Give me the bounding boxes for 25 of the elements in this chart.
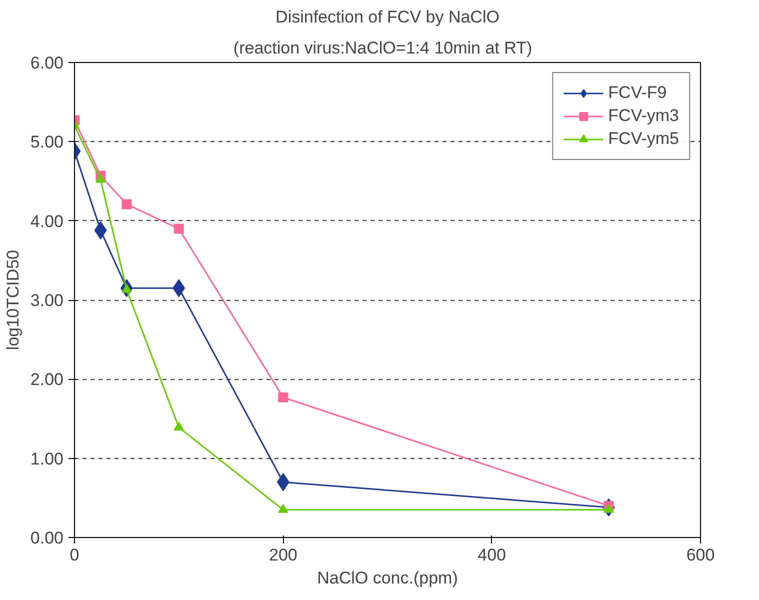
y-tick-label: 4.00 bbox=[30, 212, 64, 231]
x-tick-label: 400 bbox=[478, 546, 506, 564]
y-axis-title: log10TCID50 bbox=[3, 250, 22, 350]
y-tick-label: 2.00 bbox=[30, 370, 64, 390]
y-tick-label: 1.00 bbox=[30, 449, 64, 468]
point bbox=[174, 422, 184, 431]
legend-label: FCV-F9 bbox=[608, 83, 667, 103]
x-tick-label: 600 bbox=[686, 546, 715, 564]
x-axis-title: NaClO conc.(ppm) bbox=[317, 568, 458, 588]
legend-label: FCV-ym3 bbox=[608, 106, 679, 126]
point bbox=[278, 392, 288, 402]
legend-label: FCV-ym5 bbox=[608, 129, 679, 149]
point bbox=[174, 224, 184, 234]
y-tick-label: 0.00 bbox=[30, 528, 64, 548]
point bbox=[122, 199, 132, 210]
point bbox=[96, 174, 106, 183]
y-tick-label: 3.00 bbox=[30, 291, 64, 310]
chart-title: Disinfection of FCV by NaClO bbox=[276, 8, 500, 26]
y-tick-label: 5.00 bbox=[30, 132, 64, 152]
x-tick-label: 0 bbox=[70, 546, 80, 564]
chart-subtitle: (reaction virus:NaClO=1:4 10min at RT) bbox=[233, 38, 532, 58]
point bbox=[94, 221, 107, 240]
x-tick-label: 200 bbox=[268, 546, 298, 564]
y-tick-label: 6.00 bbox=[30, 54, 64, 72]
point bbox=[278, 504, 288, 513]
